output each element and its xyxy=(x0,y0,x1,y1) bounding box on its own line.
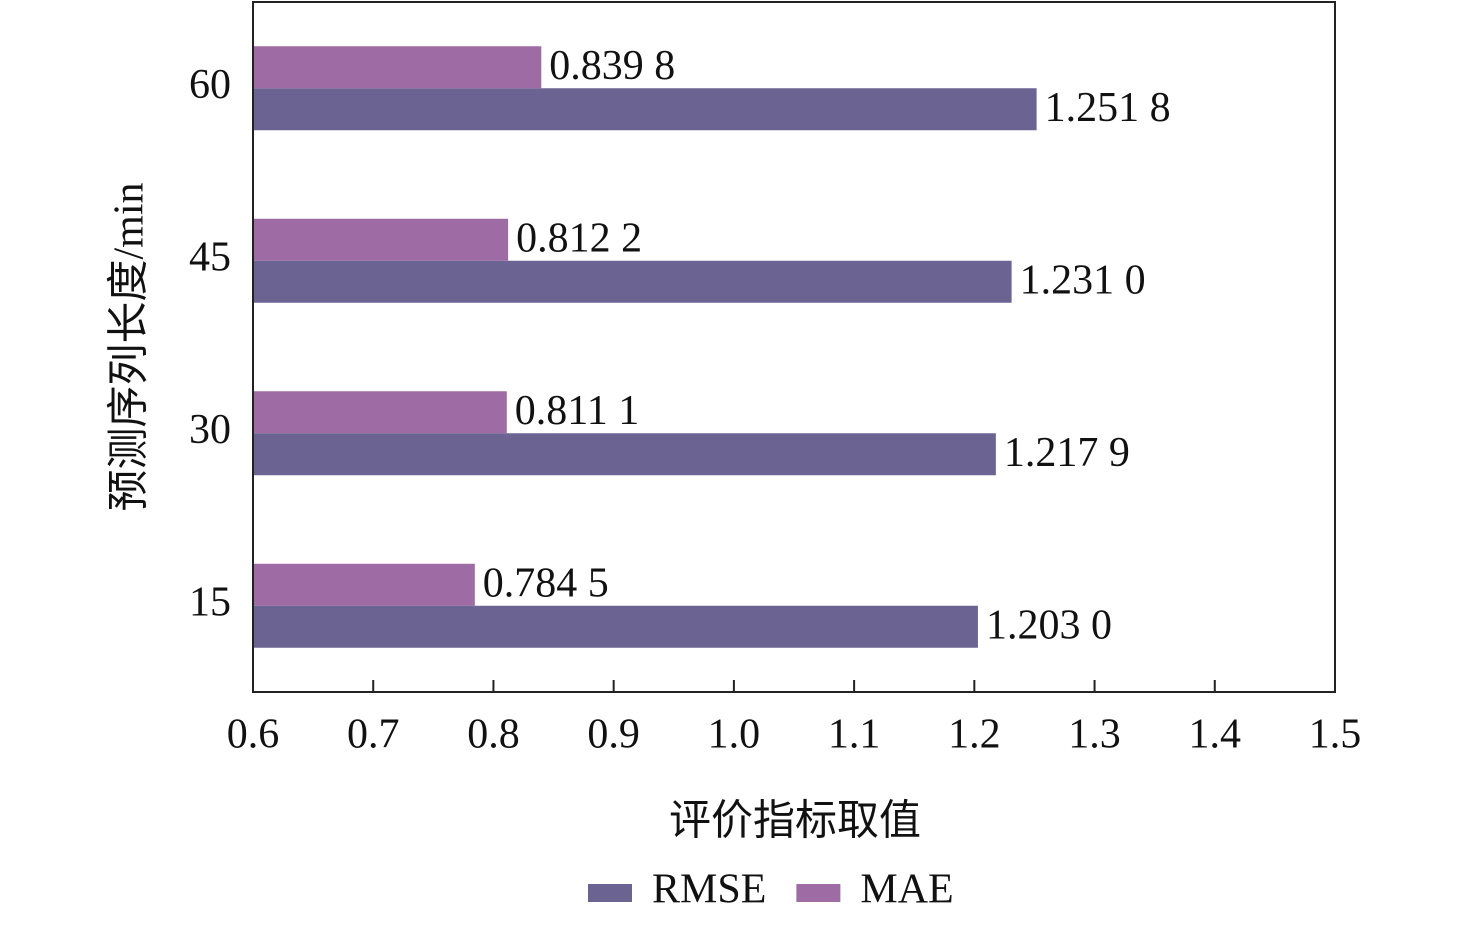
bar xyxy=(253,46,542,89)
value-label: 0.784 5 xyxy=(483,560,609,606)
legend-label: MAE xyxy=(860,867,953,913)
x-tick-label: 1.4 xyxy=(1189,712,1242,758)
x-tick-label: 0.8 xyxy=(467,712,520,758)
bar xyxy=(253,88,1037,131)
bar xyxy=(253,605,978,648)
y-tick-label: 15 xyxy=(189,579,231,625)
legend-swatch xyxy=(588,884,632,902)
x-tick-label: 1.3 xyxy=(1068,712,1121,758)
x-tick-label: 0.7 xyxy=(347,712,400,758)
x-axis-label: 评价指标取值 xyxy=(669,799,921,845)
legend-swatch xyxy=(796,884,841,902)
bar xyxy=(253,260,1012,303)
y-tick-label: 30 xyxy=(189,407,231,453)
value-label: 1.251 8 xyxy=(1045,85,1171,131)
bar xyxy=(253,433,996,476)
value-label: 1.203 0 xyxy=(986,602,1112,648)
y-tick-label: 45 xyxy=(189,234,231,280)
x-tick-label: 1.5 xyxy=(1309,712,1362,758)
x-tick-label: 0.6 xyxy=(227,712,280,758)
x-tick-label: 1.2 xyxy=(948,712,1001,758)
legend-label: RMSE xyxy=(652,867,766,913)
value-label: 0.839 8 xyxy=(549,43,675,89)
x-tick-label: 0.9 xyxy=(587,712,640,758)
bar xyxy=(253,391,507,434)
bar xyxy=(253,563,475,606)
y-tick-label: 60 xyxy=(189,62,231,108)
x-tick-label: 1.1 xyxy=(828,712,881,758)
y-axis-label: 预测序列长度/min xyxy=(107,182,153,511)
value-label: 1.231 0 xyxy=(1020,257,1146,303)
value-label: 1.217 9 xyxy=(1004,430,1130,476)
bar xyxy=(253,218,509,261)
x-tick-label: 1.0 xyxy=(708,712,761,758)
value-label: 0.811 1 xyxy=(515,388,639,434)
plot-frame xyxy=(252,1,1336,693)
value-label: 0.812 2 xyxy=(516,215,642,261)
